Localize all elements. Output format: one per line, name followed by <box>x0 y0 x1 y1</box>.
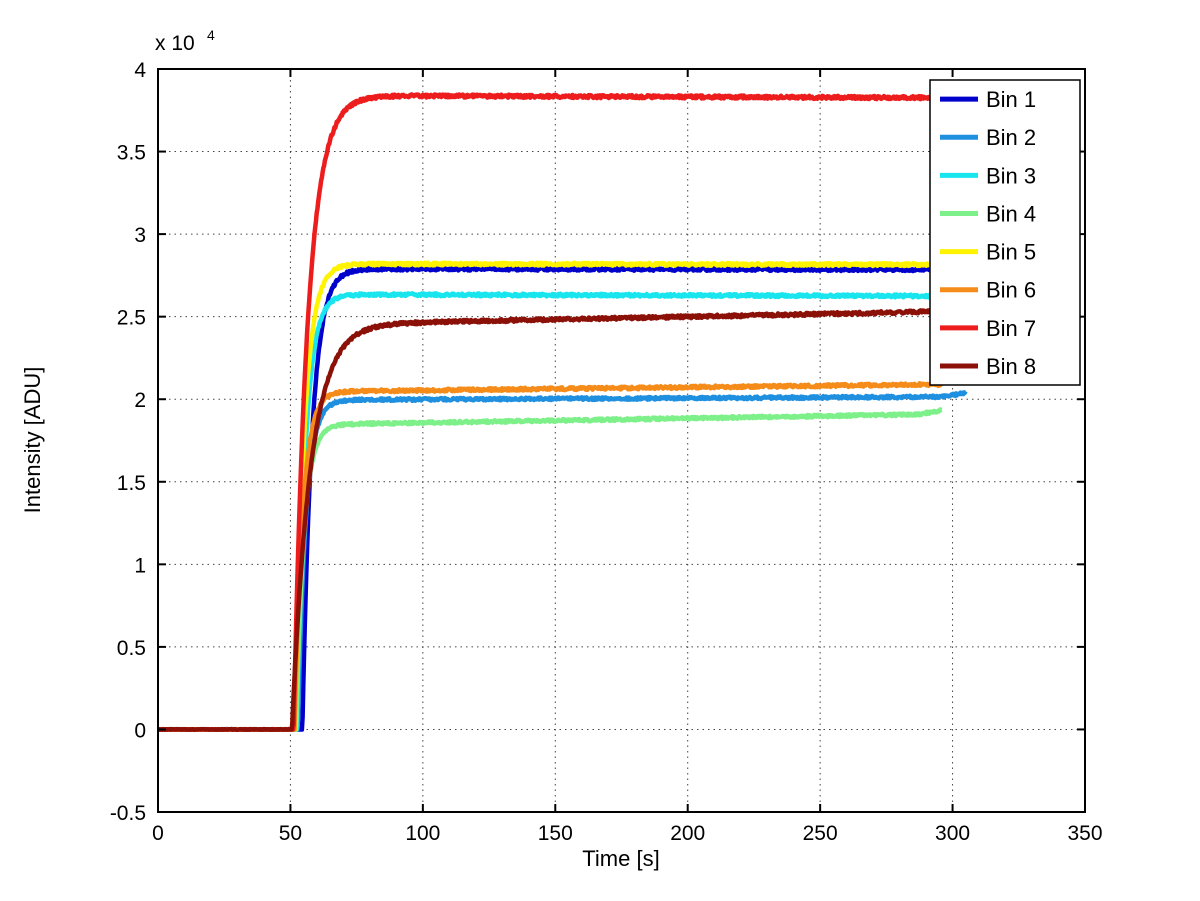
series-line-bin-1 <box>156 265 941 732</box>
x-tick-label: 350 <box>1067 822 1102 845</box>
legend[interactable]: Bin 1 Bin 2 Bin 3 Bin 4 Bin 5 Bin 6 Bin 7 Bin 8 <box>929 79 1081 386</box>
axis-tick-labels: 0 50 100 150 200 250 300 350 -0.5 0 0.5 1 1.5 2 2.5 3 3.… <box>110 59 1103 845</box>
y-axis-exponent-label: x 10 <box>155 32 195 55</box>
y-tick-label: 1 <box>134 554 146 577</box>
x-tick-label: 0 <box>152 822 164 845</box>
x-tick-label: 150 <box>538 822 573 845</box>
series-line-bin-8 <box>156 308 933 732</box>
series-line-bin-2 <box>156 390 968 732</box>
y-axis-title: Intensity [ADU] <box>20 367 45 514</box>
y-tick-label: 0.5 <box>117 637 146 660</box>
y-axis-exponent-power: 4 <box>207 27 215 43</box>
axis-ticks <box>157 68 1086 813</box>
legend-label-bin-6[interactable]: Bin 6 <box>986 278 1036 303</box>
legend-background <box>929 79 1081 386</box>
axes-frame <box>157 68 1086 813</box>
series-line-bin-7 <box>156 92 968 732</box>
series-line-bin-3 <box>156 291 941 732</box>
legend-label-bin-1[interactable]: Bin 1 <box>986 87 1036 112</box>
x-tick-label: 50 <box>279 822 302 845</box>
x-tick-label: 100 <box>405 822 440 845</box>
legend-label-bin-8[interactable]: Bin 8 <box>986 354 1036 379</box>
x-tick-label: 300 <box>935 822 970 845</box>
legend-label-bin-7[interactable]: Bin 7 <box>986 316 1036 341</box>
y-tick-label: 1.5 <box>117 472 146 495</box>
series-line-bin-5 <box>156 260 939 732</box>
y-tick-label: 3.5 <box>117 142 146 165</box>
plot-frame <box>157 68 1086 813</box>
y-tick-label: 3 <box>134 224 146 247</box>
x-tick-label: 200 <box>670 822 705 845</box>
legend-label-bin-4[interactable]: Bin 4 <box>986 201 1036 226</box>
x-tick-label: 250 <box>803 822 838 845</box>
legend-label-bin-3[interactable]: Bin 3 <box>986 163 1036 188</box>
data-series-group <box>156 92 968 732</box>
y-tick-label: -0.5 <box>110 802 146 825</box>
legend-label-bin-2[interactable]: Bin 2 <box>986 125 1036 150</box>
y-tick-label: 2 <box>134 389 146 412</box>
series-line-bin-4 <box>156 407 944 732</box>
y-tick-label: 4 <box>134 59 146 82</box>
legend-label-bin-5[interactable]: Bin 5 <box>986 240 1036 265</box>
series-line-bin-6 <box>156 380 944 732</box>
y-tick-label: 2.5 <box>117 307 146 330</box>
x-axis-title: Time [s] <box>582 846 659 871</box>
y-tick-label: 0 <box>134 719 146 742</box>
